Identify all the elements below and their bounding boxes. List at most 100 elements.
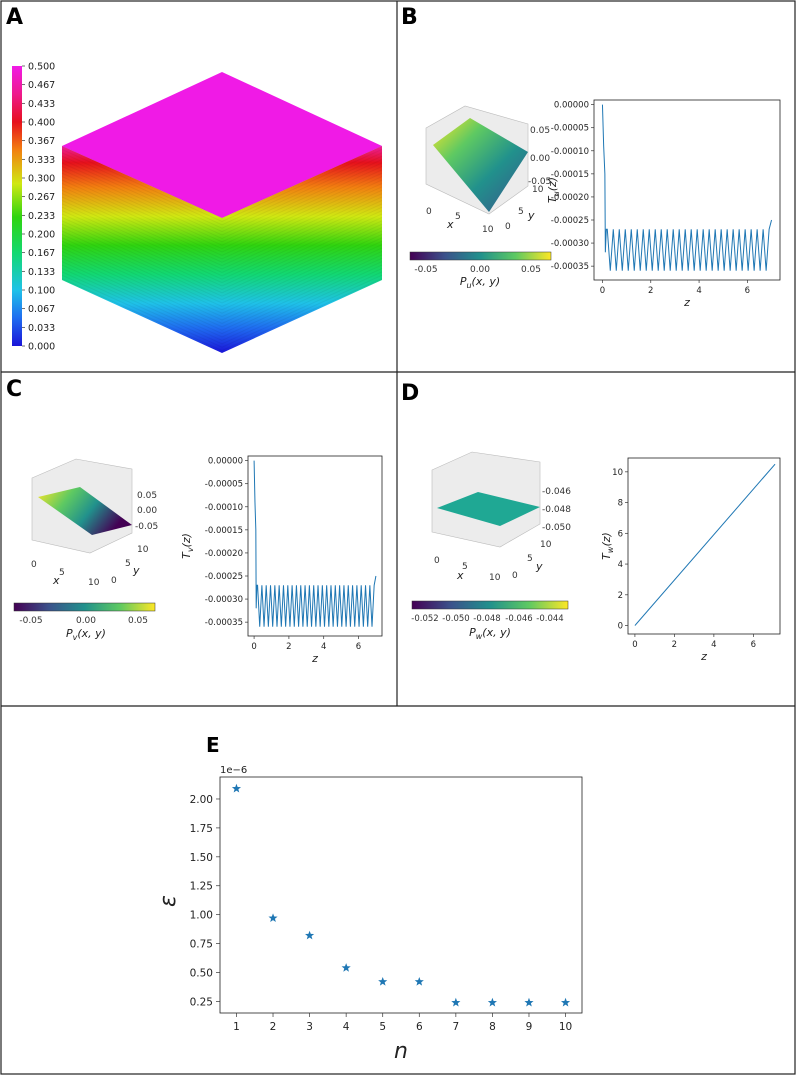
cube-top-face [62, 72, 382, 218]
surface-u-xt1: 5 [455, 212, 461, 222]
surface-u-ylabel: y [527, 209, 535, 222]
plot-frame [219, 776, 583, 1014]
surface-v-cbar-label: Pv(x, y) [66, 627, 106, 642]
y-tick-label: -0.00035 [551, 262, 589, 272]
cube-stripe [61, 159, 383, 233]
surface-v-plane [38, 487, 132, 535]
y-tick-label: 2 [618, 591, 623, 601]
y-tick-label: 8 [618, 499, 623, 509]
panel-letter-b: B [401, 5, 418, 30]
series-line [634, 463, 776, 626]
surface-v-zt0: 0.05 [137, 491, 157, 501]
y-tick-label: -0.00010 [205, 503, 243, 513]
colorbar-tick-label: 0.133 [28, 267, 55, 278]
panel-letter-c: C [6, 377, 22, 402]
cube-stripe [61, 223, 383, 297]
surface-u-colorbar [409, 251, 552, 261]
x-tick-label: 7 [453, 1021, 460, 1033]
surface-u-yt0: 0 [505, 222, 511, 232]
y-tick-label: -0.00020 [551, 193, 589, 203]
offset-label: 1e−6 [220, 765, 247, 776]
scatter-point [524, 997, 534, 1007]
cube-stripe [61, 145, 383, 219]
y-tick-label: 1.75 [190, 823, 213, 835]
scatter-point [487, 997, 497, 1007]
cube-stripe [61, 240, 383, 314]
surface-u-ct1: 0.00 [470, 265, 490, 275]
y-tick-label: 0.00000 [208, 457, 243, 467]
colorbar-tick-label: 0.333 [28, 155, 55, 166]
cube-stripe [61, 261, 383, 335]
y-tick-label: -0.00020 [205, 549, 243, 559]
cube-stripe [61, 250, 383, 324]
y-axis-label: Tu(z) [546, 177, 561, 203]
y-tick-label: -0.00030 [551, 239, 589, 249]
surface-u-zt0: 0.05 [530, 126, 550, 136]
y-tick-label: 0.75 [190, 939, 213, 951]
surface-v-ct1: 0.00 [76, 616, 96, 626]
cube-stripe [61, 176, 383, 250]
surface-v-yt0: 0 [111, 576, 117, 586]
surface-u-xt2: 10 [482, 225, 494, 235]
x-axis-label: z [683, 296, 690, 309]
colorbar-tick-label: 0.067 [28, 304, 55, 315]
x-tick-label: 4 [321, 642, 326, 652]
surface-w-yt2: 10 [540, 540, 552, 550]
surface-v-xt1: 5 [59, 568, 65, 578]
surface-w-yt1: 5 [527, 554, 533, 564]
y-axis-label: Tw(z) [600, 532, 615, 560]
surface-u-cbar-label: Pu(x, y) [460, 275, 500, 290]
scatter-point [341, 963, 351, 972]
y-tick-label: 6 [618, 529, 623, 539]
surface-v-zt1: 0.00 [137, 506, 157, 516]
y-tick-label: 1.50 [190, 852, 213, 864]
cube-stripe [61, 257, 383, 331]
x-tick-label: 0 [251, 642, 256, 652]
surface-u-xt0: 0 [426, 207, 432, 217]
y-tick-label: 0.50 [190, 968, 213, 980]
rainbow-colorbar [12, 66, 22, 346]
x-tick-label: 2 [286, 642, 291, 652]
cube-stripe [61, 210, 383, 284]
x-tick-label: 9 [526, 1021, 533, 1033]
cube-stripe [61, 244, 383, 318]
cube-stripe [61, 162, 383, 236]
colorbar-tick-label: 0.033 [28, 323, 55, 334]
y-tick-label: 1.25 [190, 881, 213, 893]
colorbar-ticks: 0.500 0.467 0.433 0.400 0.367 0.333 0.300 0.267… [22, 62, 55, 353]
cube-stripe [61, 196, 383, 270]
surface-w-xt1: 5 [462, 562, 468, 572]
y-tick-label: -0.00025 [551, 216, 589, 226]
surface-v-ct0: -0.05 [19, 616, 42, 626]
colorbar-tick-label: 0.100 [28, 286, 55, 297]
cube-stripe [61, 220, 383, 294]
cube-stripe [61, 264, 383, 338]
scatter-point [414, 976, 424, 986]
chart-tu: 0.00000 -0.00005 -0.00010 -0.00015 -0.00020 -… [546, 99, 781, 309]
cube-stripe [61, 237, 383, 311]
surface-v-yt1: 5 [125, 559, 131, 569]
y-tick-label: 0 [618, 622, 623, 632]
panel-letter-d: D [401, 381, 419, 406]
x-axis-label: n [394, 1039, 408, 1064]
surface-u-ct2: 0.05 [521, 265, 541, 275]
colorbar-tick-label: 0.400 [28, 118, 55, 129]
chart-epsilon: 1e−6 0.25 0.50 0.75 1.00 1.25 1.50 1.75 2.00 1 2 3 4… [156, 765, 583, 1064]
cube-stripe [61, 193, 383, 267]
surface-v-ct2: 0.05 [128, 616, 148, 626]
cube-stripe [61, 186, 383, 260]
surface-v: 0.05 0.00 -0.05 0 5 10 x 0 5 10 y -0.05 … [13, 458, 158, 642]
surface-w-colorbar [411, 600, 569, 610]
y-axis-label: ε [156, 895, 181, 907]
x-axis-label: z [311, 652, 318, 665]
y-tick-label: -0.00035 [205, 618, 243, 628]
cube-stripe [61, 206, 383, 280]
surface-w-xlabel: x [456, 569, 464, 582]
colorbar-tick-label: 0.367 [28, 136, 55, 147]
x-tick-label: 6 [745, 286, 750, 296]
cube-stripe [61, 172, 383, 246]
y-tick-label: -0.00030 [205, 595, 243, 605]
cube-stripe [61, 274, 383, 348]
